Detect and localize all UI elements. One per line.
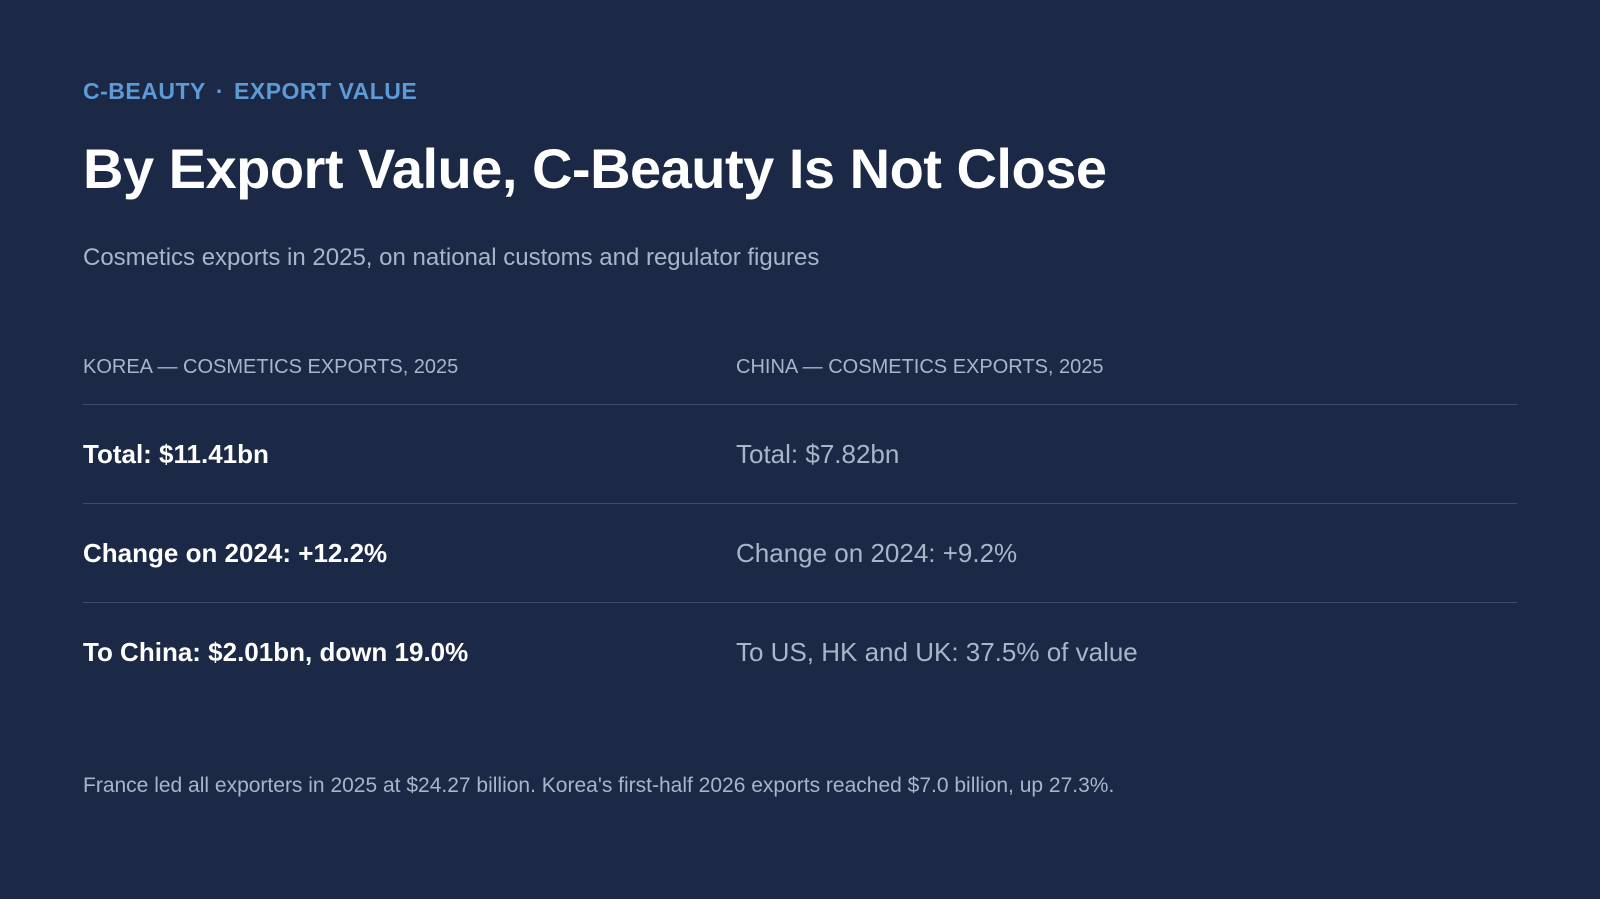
- page-subtitle: Cosmetics exports in 2025, on national c…: [83, 244, 820, 271]
- page-title: By Export Value, C-Beauty Is Not Close: [83, 137, 1107, 200]
- kicker-topic: EXPORT VALUE: [234, 78, 418, 104]
- table-row: To China: $2.01bn, down 19.0% To US, HK …: [83, 603, 1517, 701]
- china-destination-cell: To US, HK and UK: 37.5% of value: [736, 636, 1138, 667]
- comparison-table: KOREA — COSMETICS EXPORTS, 2025 CHINA — …: [83, 330, 1517, 701]
- table-row: Total: $11.41bn Total: $7.82bn: [83, 405, 1517, 504]
- korea-destination-cell: To China: $2.01bn, down 19.0%: [83, 636, 469, 667]
- kicker-separator: ·: [215, 78, 225, 104]
- korea-change-cell: Change on 2024: +12.2%: [83, 537, 388, 568]
- column-header-china: CHINA — COSMETICS EXPORTS, 2025: [736, 355, 1104, 378]
- china-total-cell: Total: $7.82bn: [736, 438, 900, 469]
- table-header-row: KOREA — COSMETICS EXPORTS, 2025 CHINA — …: [83, 330, 1517, 405]
- column-header-korea: KOREA — COSMETICS EXPORTS, 2025: [83, 355, 459, 378]
- footnote: France led all exporters in 2025 at $24.…: [83, 774, 1115, 797]
- kicker: C-BEAUTY · EXPORT VALUE: [83, 78, 417, 105]
- china-change-cell: Change on 2024: +9.2%: [736, 537, 1018, 568]
- table-row: Change on 2024: +12.2% Change on 2024: +…: [83, 504, 1517, 603]
- korea-total-cell: Total: $11.41bn: [83, 438, 269, 469]
- kicker-category: C-BEAUTY: [83, 78, 206, 104]
